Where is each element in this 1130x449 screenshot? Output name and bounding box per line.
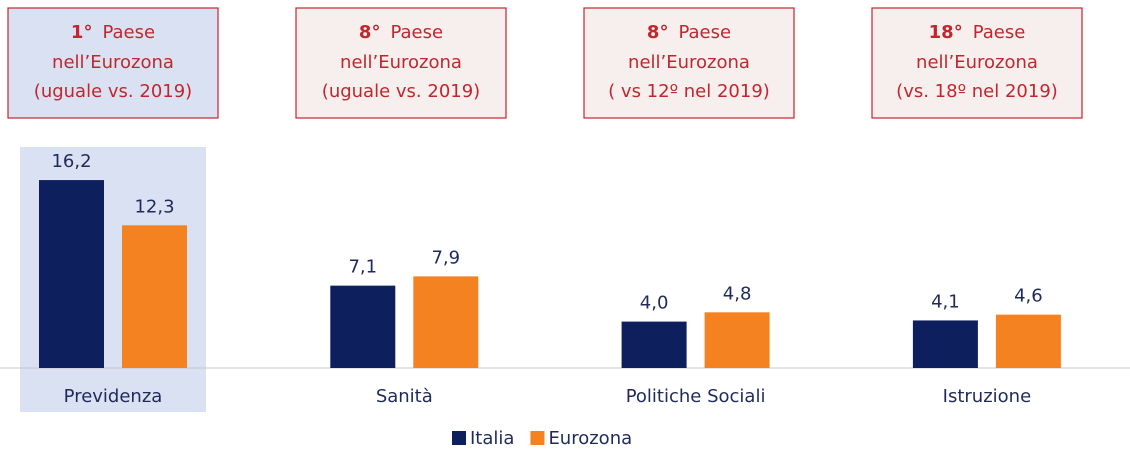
x-tick-label: Previdenza (64, 386, 163, 407)
value-label: 16,2 (51, 151, 91, 172)
annotation-line: ( vs 12º nel 2019) (608, 81, 770, 102)
annotation-text: Paese (973, 22, 1026, 43)
legend-label: Italia (470, 428, 514, 449)
bar (704, 312, 770, 368)
annotation-line: nell’Eurozona (52, 52, 174, 73)
value-label: 4,0 (640, 293, 669, 314)
legend-swatch (452, 431, 466, 445)
value-label: 4,6 (1014, 286, 1043, 307)
bar (621, 321, 687, 368)
bar (330, 285, 396, 368)
bar (39, 180, 104, 368)
annotation-line: (uguale vs. 2019) (34, 81, 192, 102)
annotation-line: nell’Eurozona (628, 52, 750, 73)
annotation-head: 8° Paese (359, 22, 443, 43)
bar (413, 276, 479, 368)
bar (122, 225, 187, 368)
annotation-text: Paese (390, 22, 443, 43)
annotation-rank: 18° (929, 22, 963, 43)
annotation-line: nell’Eurozona (340, 52, 462, 73)
annotation-head: 8° Paese (647, 22, 731, 43)
bar (995, 314, 1061, 368)
value-label: 4,8 (723, 283, 752, 304)
annotation-rank: 8° (359, 22, 381, 43)
annotation-line: (uguale vs. 2019) (322, 81, 480, 102)
annotation-box (871, 7, 1083, 119)
annotation-text: Paese (102, 22, 155, 43)
annotation-box (583, 7, 795, 119)
x-tick-label: Politiche Sociali (626, 386, 766, 407)
annotation-line: (vs. 18º nel 2019) (896, 81, 1058, 102)
annotation-head: 1° Paese (71, 22, 155, 43)
annotation-rank: 8° (647, 22, 669, 43)
annotation-head: 18° Paese (929, 22, 1026, 43)
annotation-box (7, 7, 219, 119)
bar (912, 320, 978, 368)
annotation-text: Paese (678, 22, 731, 43)
x-tick-label: Istruzione (943, 386, 1032, 407)
legend-label: Eurozona (548, 428, 632, 449)
annotation-rank: 1° (71, 22, 93, 43)
value-label: 7,1 (348, 257, 377, 278)
value-label: 4,1 (931, 291, 960, 312)
annotation-box (295, 7, 507, 119)
legend-swatch (530, 431, 545, 445)
value-label: 7,9 (431, 247, 460, 268)
value-label: 12,3 (134, 196, 174, 217)
annotation-line: nell’Eurozona (916, 52, 1038, 73)
x-tick-label: Sanità (376, 386, 433, 407)
